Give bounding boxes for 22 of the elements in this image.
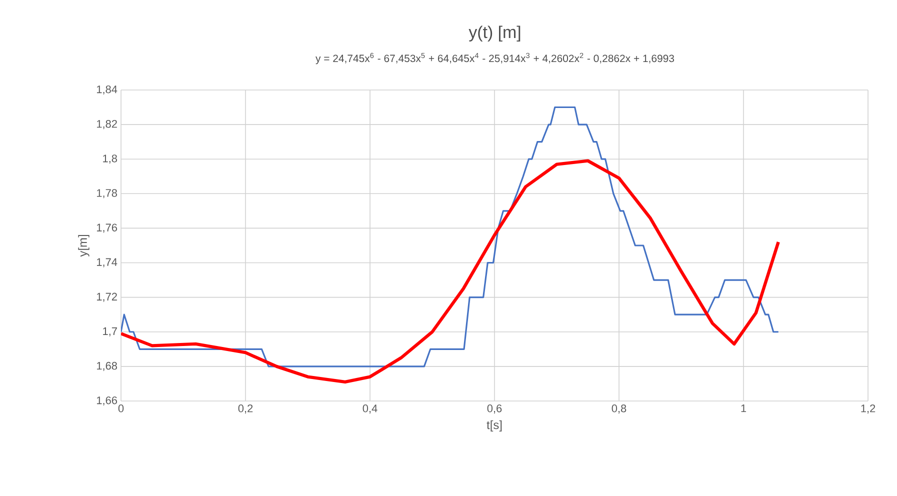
y-tick-label: 1,8	[103, 154, 118, 164]
y-tick-label: 1,72	[96, 292, 117, 302]
y-tick-label: 1,66	[96, 396, 118, 406]
y-tick-label: 1,76	[96, 224, 118, 233]
x-tick-label: 0	[118, 404, 124, 412]
y-tick-label: 1,82	[96, 120, 117, 130]
x-tick-label: 1,2	[861, 404, 876, 414]
x-tick-label: 0,8	[612, 404, 626, 414]
y-tick-label: 1,68	[96, 362, 118, 371]
x-tick-label: 0,6	[487, 404, 502, 414]
x-tick-label: 0,2	[238, 404, 253, 414]
y-tick-label: 1,78	[96, 189, 118, 198]
chart-title: y(t) [m]	[468, 26, 520, 42]
y-tick-label: 1,7	[103, 327, 117, 336]
x-tick-label: 0,4	[362, 404, 378, 414]
y-axis-title: y[m]	[78, 235, 90, 257]
y-tick-label: 1,84	[96, 85, 118, 95]
y-tick-label: 1,74	[96, 258, 118, 268]
x-axis-title: t[s]	[486, 420, 502, 432]
x-tick-label: 1	[741, 404, 746, 412]
text: y = 24,745x$^{6}$ - 67,453x$^{5}$ + 64,645x$^{4}$ - 25,914x$^{3}$ + 4,2602x$^{2}$ - 0,2862x + 1,6993	[316, 52, 674, 64]
line-series	[121, 159, 780, 384]
